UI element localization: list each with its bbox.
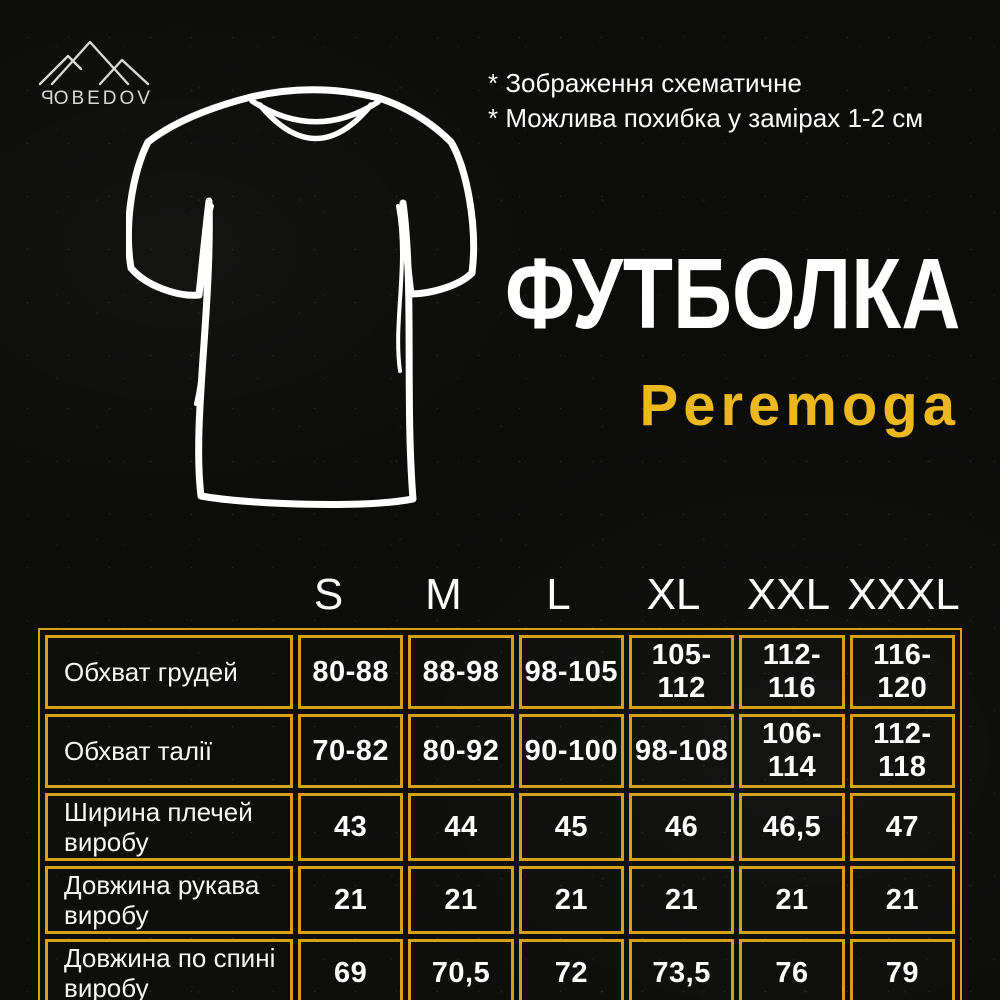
size-col-header-xxl: XXL <box>746 570 831 619</box>
size-value-cell: 47 <box>849 793 955 861</box>
size-col-header-xxxl: XXXL <box>847 570 960 619</box>
size-value-cell: 112-118 <box>849 714 955 788</box>
row-label: Довжина рукава виробу <box>45 866 293 934</box>
table-row-shoulder-width: Ширина плечей виробу 43 44 45 46 46,5 47 <box>45 793 955 861</box>
table-row-waist: Обхват талії 70-82 80-92 90-100 98-108 1… <box>45 714 955 788</box>
size-value-cell: 106-114 <box>739 714 845 788</box>
logo-mirrored-p: P <box>38 88 54 109</box>
mountain-logo-icon <box>38 34 168 86</box>
size-value-cell: 90-100 <box>518 714 624 788</box>
size-value-cell: 76 <box>739 939 845 1000</box>
size-value-cell: 21 <box>408 866 514 934</box>
product-model-name: Peremoga <box>639 373 960 438</box>
size-value-cell: 98-105 <box>518 635 624 709</box>
size-value-cell: 88-98 <box>408 635 514 709</box>
size-value-cell: 80-88 <box>298 635 404 709</box>
size-col-header-xl: XL <box>646 570 701 619</box>
size-value-cell: 45 <box>518 793 624 861</box>
size-value-cell: 21 <box>518 866 624 934</box>
size-value-cell: 98-108 <box>628 714 735 788</box>
disclaimer-notes: * Зображення схематичне * Можлива похибк… <box>488 66 923 136</box>
size-col-header-l: L <box>546 570 571 619</box>
size-col-header-m: M <box>425 570 462 619</box>
size-value-cell: 21 <box>739 866 845 934</box>
brand-logo-text: POBEDOV <box>38 88 153 109</box>
row-label: Довжина по спині виробу <box>45 939 293 1000</box>
size-value-cell: 80-92 <box>408 714 514 788</box>
size-value-cell: 69 <box>298 939 404 1000</box>
size-value-cell: 105-112 <box>628 635 735 709</box>
brand-logo: POBEDOV <box>38 34 168 110</box>
size-value-cell: 70,5 <box>408 939 514 1000</box>
size-value-cell: 116-120 <box>849 635 955 709</box>
size-value-cell: 21 <box>628 866 735 934</box>
note-schematic: * Зображення схематичне <box>488 68 802 98</box>
size-col-header-s: S <box>313 570 344 619</box>
size-value-cell: 21 <box>849 866 955 934</box>
size-value-cell: 70-82 <box>298 714 404 788</box>
size-value-cell: 79 <box>849 939 955 1000</box>
row-label: Обхват грудей <box>45 635 293 709</box>
size-value-cell: 43 <box>298 793 404 861</box>
row-label: Ширина плечей виробу <box>45 793 293 861</box>
size-value-cell: 73,5 <box>628 939 735 1000</box>
tshirt-outline-icon <box>124 86 478 519</box>
size-value-cell: 46,5 <box>739 793 845 861</box>
size-header-row: S M L XL XXL XXXL <box>271 570 961 622</box>
size-value-cell: 112-116 <box>739 635 845 709</box>
product-title: ФУТБОЛКА <box>504 238 960 350</box>
table-row-back-length: Довжина по спині виробу 69 70,5 72 73,5 … <box>45 939 955 1000</box>
table-row-sleeve-length: Довжина рукава виробу 21 21 21 21 21 21 <box>45 866 955 934</box>
note-tolerance: * Можлива похибка у замірах 1-2 см <box>488 103 924 133</box>
size-value-cell: 46 <box>628 793 735 861</box>
row-label: Обхват талії <box>45 714 293 788</box>
size-value-cell: 72 <box>518 939 624 1000</box>
title-block: ФУТБОЛКА Peremoga <box>405 244 960 439</box>
size-value-cell: 44 <box>408 793 514 861</box>
size-value-cell: 21 <box>298 866 404 934</box>
table-row-chest: Обхват грудей 80-88 88-98 98-105 105-112… <box>45 635 955 709</box>
size-measurements-table: Обхват грудей 80-88 88-98 98-105 105-112… <box>38 628 962 1000</box>
